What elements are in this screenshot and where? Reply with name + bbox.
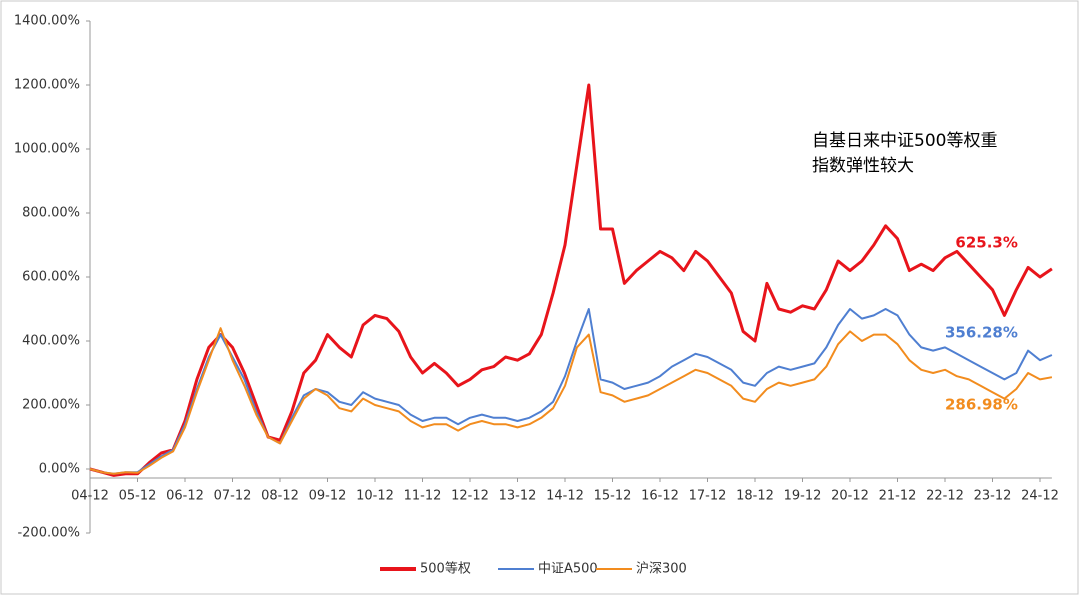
x-tick-label: 11-12 (404, 489, 442, 504)
x-tick-label: 16-12 (641, 489, 679, 504)
series-line (89, 308, 1053, 475)
x-tick-label: 07-12 (214, 489, 252, 504)
legend-label: 沪深300 (636, 561, 687, 577)
legend-label: 500等权 (420, 561, 471, 577)
legend-label: 中证A500 (538, 562, 598, 577)
x-tick-label: 14-12 (546, 489, 584, 504)
y-tick-label: 1400.00% (14, 14, 80, 29)
annotation: 指数弹性较大 (812, 156, 914, 176)
y-tick-label: -200.00% (17, 526, 80, 541)
x-tick-label: 21-12 (879, 489, 917, 504)
series-line (89, 83, 1053, 477)
x-tick-label: 04-12 (71, 489, 109, 504)
end-label: 625.3% (955, 233, 1017, 251)
x-tick-label: 20-12 (831, 489, 869, 504)
y-tick-label: 400.00% (22, 334, 80, 349)
x-tick-label: 06-12 (166, 489, 204, 504)
x-tick-label: 08-12 (261, 489, 299, 504)
x-tick-label: 12-12 (451, 489, 489, 504)
end-label: 286.98% (945, 396, 1018, 414)
y-tick-label: 200.00% (22, 398, 80, 413)
x-tick-label: 22-12 (926, 489, 964, 504)
y-tick-label: 800.00% (22, 206, 80, 221)
x-tick-label: 19-12 (784, 489, 822, 504)
x-tick-label: 13-12 (499, 489, 537, 504)
x-tick-label: 10-12 (356, 489, 394, 504)
x-tick-label: 09-12 (309, 489, 347, 504)
y-tick-label: 0.00% (39, 462, 80, 477)
y-tick-label: 1000.00% (14, 142, 80, 157)
x-tick-label: 18-12 (736, 489, 774, 504)
y-tick-label: 600.00% (22, 270, 80, 285)
x-tick-label: 23-12 (974, 489, 1012, 504)
chart-frame (0, 0, 1079, 595)
end-label: 356.28% (945, 323, 1018, 341)
annotation: 自基日来中证500等权重 (812, 131, 997, 151)
x-tick-label: 24-12 (1021, 489, 1059, 504)
x-tick-label: 17-12 (689, 489, 727, 504)
x-tick-label: 05-12 (119, 489, 157, 504)
x-tick-label: 15-12 (594, 489, 632, 504)
y-tick-label: 1200.00% (14, 78, 80, 93)
series-line (89, 327, 1053, 475)
